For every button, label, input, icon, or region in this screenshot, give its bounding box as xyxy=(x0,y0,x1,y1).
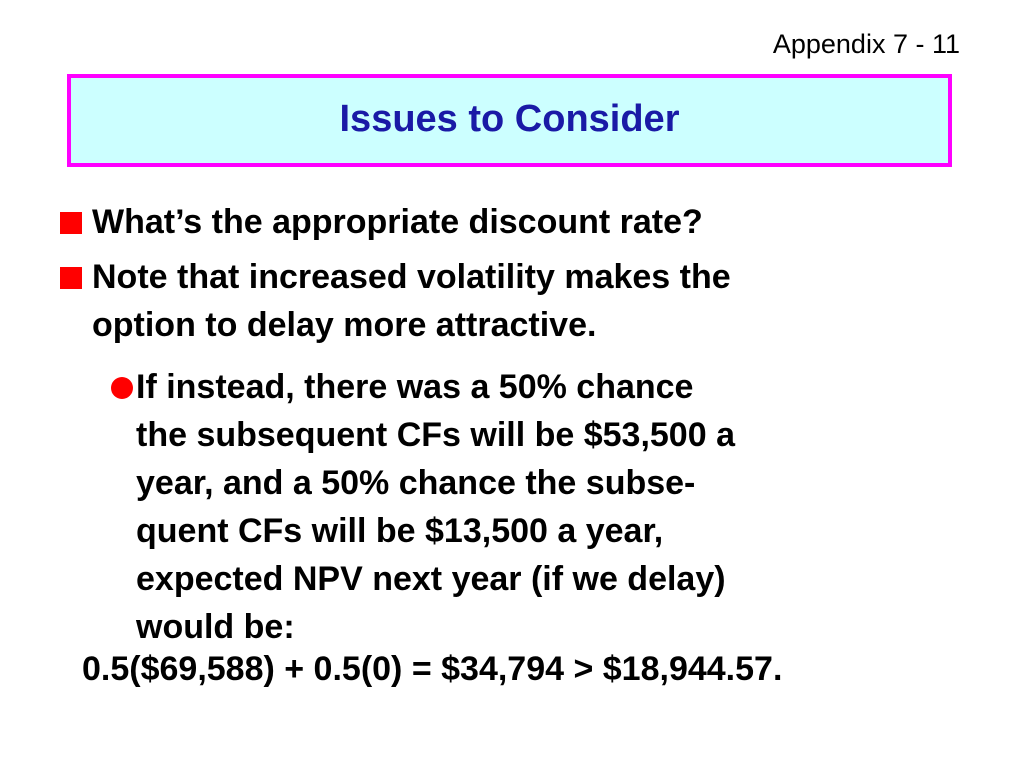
sub-bullet-text: If instead, there was a 50% chance the s… xyxy=(136,368,735,646)
red-circle-bullet-icon xyxy=(111,377,133,399)
red-square-bullet-icon xyxy=(60,212,82,234)
slide-title: Issues to Consider xyxy=(339,97,680,140)
bullet-text: What’s the appropriate discount rate? xyxy=(92,203,703,241)
bullet-text: Note that increased volatility makes the… xyxy=(92,258,731,344)
title-box: Issues to Consider xyxy=(67,74,952,167)
slide-number: Appendix 7 - 11 xyxy=(772,29,960,59)
npv-formula: 0.5($69,588) + 0.5(0) = $34,794 > $18,94… xyxy=(82,650,783,688)
red-square-bullet-icon xyxy=(60,267,82,289)
